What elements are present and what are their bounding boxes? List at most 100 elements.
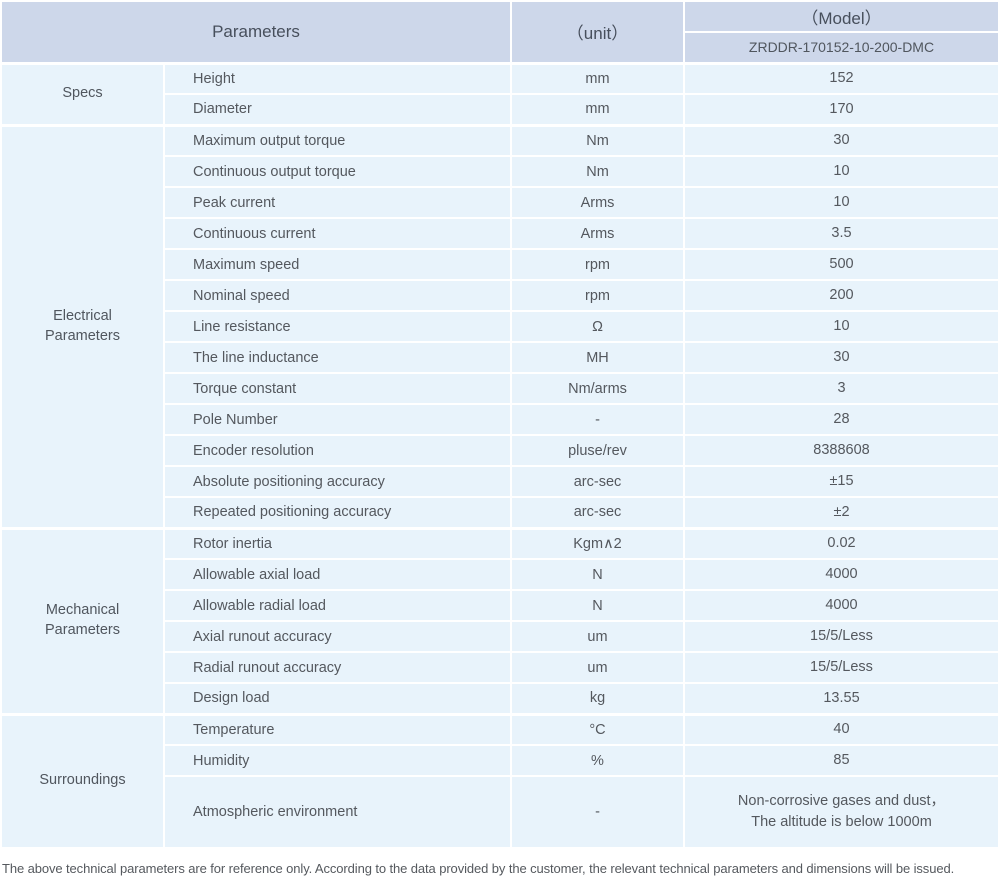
unit-cell: kg (510, 682, 685, 715)
table-row: Pole Number -28 (1, 403, 998, 436)
unit-cell: mm (510, 93, 685, 126)
unit-cell: - (510, 775, 685, 849)
value-cell: 85 (683, 744, 998, 777)
param-cell: Humidity (163, 744, 512, 777)
table-header: Parameters （unit） （Model） ZRDDR-170152-1… (0, 0, 998, 64)
param-cell: Diameter (163, 93, 512, 126)
value-cell: Non-corrosive gases and dust， The altitu… (683, 775, 998, 849)
table-row: Specs Height mm 152 (0, 62, 998, 126)
header-row-top: Parameters （unit） （Model） (0, 0, 998, 64)
header-row-model-number: ZRDDR-170152-10-200-DMC (1, 31, 998, 64)
section-mechanical-parameters: Mechanical Parameters Rotor inertia Kgm∧2 0… (0, 527, 998, 715)
value-cell: 170 (683, 93, 998, 126)
param-cell: Atmospheric environment (163, 775, 512, 849)
unit-cell: Arms (510, 217, 685, 250)
param-cell: The line inductance (163, 341, 512, 374)
section-surroundings: Surroundings Temperature °C 40 Humidity% 85 At… (0, 713, 998, 849)
value-cell: 15/5/Less (683, 620, 998, 653)
value-cell: 4000 (683, 558, 998, 591)
section-specs: Specs Height mm 152 Diameter mm 170 (0, 62, 998, 126)
param-cell: Pole Number (163, 403, 512, 436)
value-cell: 40 (683, 713, 998, 746)
unit-cell: arc-sec (510, 496, 685, 529)
header-model: （Model） (683, 0, 998, 33)
value-cell: 3 (683, 372, 998, 405)
value-cell: 30 (683, 124, 998, 157)
header-parameters: Parameters (0, 0, 512, 64)
table-row: Mechanical Parameters Rotor inertia Kgm∧2 0… (0, 527, 998, 715)
value-cell: 10 (683, 186, 998, 219)
param-cell: Radial runout accuracy (163, 651, 512, 684)
header-model-number: ZRDDR-170152-10-200-DMC (683, 31, 998, 64)
param-cell: Design load (163, 682, 512, 715)
unit-cell: arc-sec (510, 465, 685, 498)
footnote: The above technical parameters are for r… (2, 861, 955, 876)
table-row: Torque constant Nm/arms 3 (1, 372, 998, 405)
value-cell: 10 (683, 155, 998, 188)
unit-cell: rpm (510, 279, 685, 312)
unit-cell: Nm (510, 124, 685, 157)
param-cell: Continuous output torque (163, 155, 512, 188)
unit-cell: N (510, 589, 685, 622)
table-row: Humidity% 85 (1, 744, 998, 777)
param-cell: Line resistance (163, 310, 512, 343)
value-cell: ±15 (683, 465, 998, 498)
unit-cell: mm (510, 62, 685, 95)
param-cell: Torque constant (163, 372, 512, 405)
value-cell: 15/5/Less (683, 651, 998, 684)
table-row: Allowable axial load N 4000 (1, 558, 998, 591)
section-electrical-parameters: Electrical Parameters Maximum output torq… (0, 124, 998, 529)
param-cell: Rotor inertia (163, 527, 512, 560)
unit-cell: Nm/arms (510, 372, 685, 405)
unit-cell: um (510, 620, 685, 653)
value-cell: 10 (683, 310, 998, 343)
table-row: Surroundings Temperature °C 40 (0, 713, 998, 849)
group-label: Surroundings (0, 713, 165, 849)
table-row: Axial runout accuracy um 15/5/Less (1, 620, 998, 653)
table-row: Atmospheric environment - Non-corrosive ga… (1, 775, 998, 849)
value-cell: 3.5 (683, 217, 998, 250)
param-cell: Allowable radial load (163, 589, 512, 622)
param-cell: Continuous current (163, 217, 512, 250)
group-label: Mechanical Parameters (0, 527, 165, 715)
param-cell: Allowable axial load (163, 558, 512, 591)
unit-cell: um (510, 651, 685, 684)
param-cell: Maximum speed (163, 248, 512, 281)
table-row: Radial runout accuracy um 15/5/Less (1, 651, 998, 684)
param-cell: Repeated positioning accuracy (163, 496, 512, 529)
value-cell: 30 (683, 341, 998, 374)
table-row: Encoder resolution pluse/rev 8388608 (1, 434, 998, 467)
param-cell: Peak current (163, 186, 512, 219)
table-row: Repeated positioning accuracy arc-sec ±2 (1, 496, 998, 529)
group-label: Electrical Parameters (0, 124, 165, 529)
unit-cell: MH (510, 341, 685, 374)
value-cell: 0.02 (683, 527, 998, 560)
unit-cell: °C (510, 713, 685, 746)
table-row: Continuous current Arms 3.5 (1, 217, 998, 250)
value-cell: 200 (683, 279, 998, 312)
param-cell: Height (163, 62, 512, 95)
unit-cell: - (510, 403, 685, 436)
spec-table: Parameters （unit） （Model） ZRDDR-170152-1… (0, 0, 998, 849)
param-cell: Temperature (163, 713, 512, 746)
value-cell: 152 (683, 62, 998, 95)
value-cell: 28 (683, 403, 998, 436)
unit-cell: Ω (510, 310, 685, 343)
value-cell: ±2 (683, 496, 998, 529)
param-cell: Encoder resolution (163, 434, 512, 467)
param-cell: Nominal speed (163, 279, 512, 312)
value-cell: 13.55 (683, 682, 998, 715)
value-cell: 500 (683, 248, 998, 281)
table-row: Electrical Parameters Maximum output torq… (0, 124, 998, 529)
table-row: Nominal speed rpm 200 (1, 279, 998, 312)
table-row: Diameter mm 170 (1, 93, 998, 126)
table-row: Maximum speed rpm 500 (1, 248, 998, 281)
unit-cell: pluse/rev (510, 434, 685, 467)
unit-cell: % (510, 744, 685, 777)
unit-cell: Arms (510, 186, 685, 219)
unit-cell: Kgm∧2 (510, 527, 685, 560)
table-row: Absolute positioning accuracy arc-sec ±15 (1, 465, 998, 498)
table-row: Peak current Arms 10 (1, 186, 998, 219)
table-row: Allowable radial load N 4000 (1, 589, 998, 622)
